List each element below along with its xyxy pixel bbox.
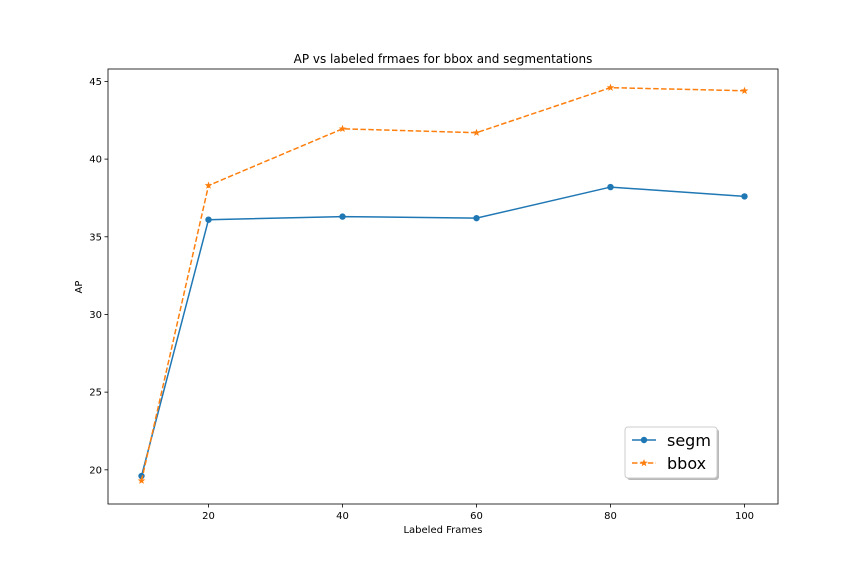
legend-label-bbox: bbox bbox=[667, 454, 706, 473]
axes-frame bbox=[107, 68, 779, 505]
plot-area: 20 40 60 80 100 20 25 30 35 40 45 bbox=[89, 68, 779, 522]
data-point-segm bbox=[138, 472, 145, 480]
y-tick-label: 40 bbox=[89, 155, 102, 166]
chart-title: AP vs labeled frmaes for bbox and segmen… bbox=[294, 52, 593, 66]
x-tick-label: 40 bbox=[336, 511, 349, 522]
data-point-bbox bbox=[137, 476, 146, 484]
data-point-segm bbox=[741, 193, 748, 200]
y-tick-label: 25 bbox=[89, 388, 102, 399]
y-axis-label: AP bbox=[74, 281, 85, 294]
data-point-segm bbox=[339, 213, 346, 220]
series-line-segm bbox=[140, 186, 745, 477]
x-tick-label: 80 bbox=[604, 511, 617, 522]
y-tick-label: 35 bbox=[89, 232, 102, 243]
data-point-bbox bbox=[204, 181, 213, 189]
series-line-bbox bbox=[140, 86, 745, 481]
y-tick-label: 20 bbox=[89, 465, 102, 476]
x-tick-label: 20 bbox=[202, 511, 215, 522]
data-point-bbox bbox=[740, 86, 749, 94]
data-point-segm bbox=[607, 183, 614, 191]
y-tick-label: 45 bbox=[89, 77, 102, 88]
x-tick-label: 100 bbox=[735, 511, 754, 522]
data-point-segm bbox=[205, 216, 212, 223]
x-tick-label: 60 bbox=[470, 511, 483, 522]
data-point-segm bbox=[473, 214, 480, 222]
data-point-bbox bbox=[338, 124, 347, 133]
data-point-bbox bbox=[472, 128, 481, 136]
data-point-bbox bbox=[606, 83, 615, 91]
x-axis-label: Labeled Frames bbox=[403, 525, 482, 536]
y-tick-label: 30 bbox=[89, 310, 102, 321]
legend-label-segm: segm bbox=[667, 431, 711, 450]
legend-marker-segm bbox=[640, 436, 648, 444]
legend-marker-bbox bbox=[640, 459, 648, 467]
legend: segm bbox bbox=[624, 426, 719, 480]
